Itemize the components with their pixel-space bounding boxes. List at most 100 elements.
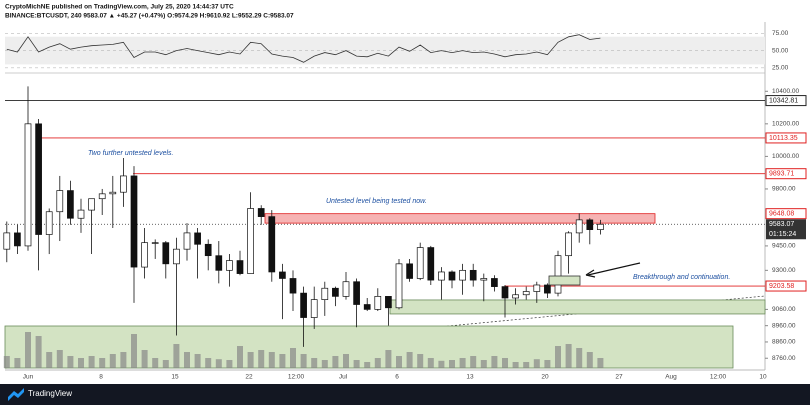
volume-bar [88,356,95,368]
volume-bar [586,352,593,368]
volume-bar [343,354,349,368]
candle-body [469,269,477,281]
candle-body [162,242,170,265]
volume-bar [215,359,222,368]
y-tick-label: 9450.00 [772,243,796,250]
volume-bar [268,352,275,368]
volume-bar [406,352,413,368]
candle-body [438,271,445,281]
volume-bar [237,346,243,368]
candle-body [236,260,244,274]
candle-body [597,223,604,230]
price-label: 9893.71 [769,171,794,178]
volume-bar [321,360,328,368]
volume-bar [258,350,265,368]
volume-bar [470,356,477,368]
price-label-box [765,280,807,292]
logo [8,388,24,401]
candle-body [427,247,435,281]
candle-body [353,281,360,305]
volume-bar [14,358,21,368]
volume-bar [205,358,212,368]
price-label: 9203.58 [769,283,794,290]
candle-body [374,296,382,310]
volume-bar [279,354,286,368]
volume-bar [353,360,360,368]
volume-bar [512,362,519,368]
candle-body [24,123,32,247]
volume-bar [438,360,445,368]
y-tick-label: 10000.00 [772,153,799,160]
candle-body [385,296,392,309]
price-label: 9648.08 [769,211,794,218]
candle-body [279,271,286,279]
annotation: Breakthrough and continuation. [633,274,730,281]
x-tick-label: 12:00 [288,374,305,381]
price-label-box [765,95,807,107]
volume-bar [56,350,63,368]
candle-body [130,175,138,268]
price-label: 10113.35 [769,135,798,142]
price-label-box [765,168,807,180]
candle-body [416,247,424,279]
y-tick-label: 50.00 [772,47,789,54]
candle-body [501,286,509,299]
volume-bar [565,344,572,368]
y-tick-label: 9060.00 [772,306,796,313]
volume-bar [247,352,254,368]
volume-bar [290,348,296,368]
candle-body [14,232,21,247]
candle-body [56,190,64,213]
x-tick-label: 12:00 [710,374,727,381]
y-tick-label: 9300.00 [772,267,796,274]
candle-body [586,219,594,230]
annotation: Untested level being tested now. [326,198,427,205]
brand: TradingView [28,389,72,398]
volume-bar [3,356,10,368]
x-tick-label: 6 [395,374,399,381]
candle-body [522,291,530,296]
volume-bar [35,336,42,368]
candle-body [45,211,53,235]
candle-body [77,209,85,219]
y-tick-label: 8860.00 [772,339,796,346]
rsi-line [6,34,601,63]
candle-body [183,232,191,250]
volume-bar [385,350,392,368]
volume-bar [46,352,53,368]
volume-bar [555,346,561,368]
footer-bar [0,384,810,405]
candle-body [512,294,519,299]
candle-body [257,208,265,217]
candle-body [226,260,233,271]
candle-body [395,263,403,309]
volume-bar [311,358,318,368]
arrow-head [585,269,596,278]
zone [264,213,656,224]
volume-bar [459,358,466,368]
candle-body [141,242,148,268]
volume-bar [78,358,84,368]
header-line: CryptoMichNE published on TradingView.co… [5,4,234,11]
volume-bar [67,356,74,368]
candle-body [194,232,201,245]
candle-body [554,255,562,294]
volume-bar [374,358,381,368]
candle-body [109,191,117,195]
candle-body [544,284,551,294]
volume-bar [300,354,307,368]
volume-bar [502,358,508,368]
volume-bar [194,354,201,368]
candle-body [268,216,276,273]
header-line: BINANCE:BTCUSDT, 240 9583.07 ▲ +45.27 (+… [5,13,294,20]
candle-body [480,278,488,281]
volume-bar [99,358,106,368]
candle-body [67,190,74,219]
candle-body [35,123,42,235]
volume-bar [152,358,159,368]
y-tick-label: 8960.00 [772,322,796,329]
volume-bar [25,332,31,368]
y-tick-label: 10400.00 [772,88,799,95]
x-tick-label: 8 [99,374,103,381]
candle-body [215,255,223,271]
